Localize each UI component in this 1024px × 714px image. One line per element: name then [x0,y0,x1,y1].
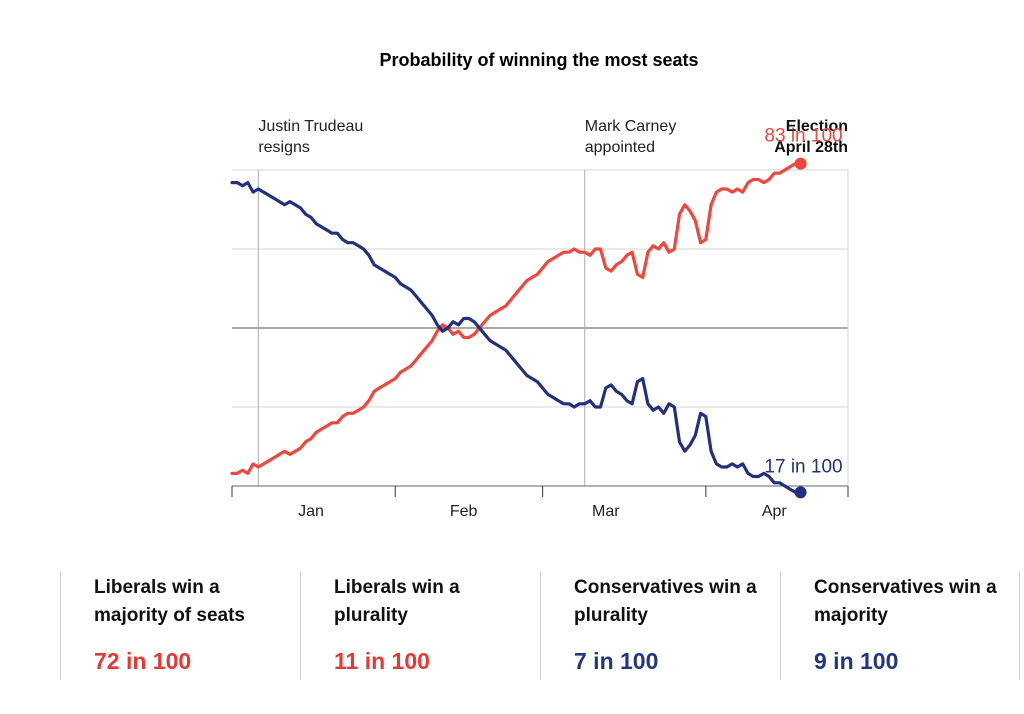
series-end-marker [794,157,807,170]
x-tick-label: Jan [298,503,324,520]
series-end-label: 83 in 100 [764,126,842,147]
event-label: resigns [258,139,310,156]
stat-label: Liberals win a majority of seats [94,577,245,626]
stat-label: Conservatives win a plurality [574,577,757,626]
stat-liberal-majority: Liberals win a majority of seats 72 in 1… [60,572,300,680]
stat-conservative-majority: Conservatives win a majority 9 in 100 [780,572,1020,680]
stats-divider [1019,572,1020,680]
series-line-liberals [230,162,803,475]
outcome-stats: Liberals win a majority of seats 72 in 1… [60,572,1020,680]
event-label: appointed [585,139,655,156]
stat-conservative-plurality: Conservatives win a plurality 7 in 100 [540,572,780,680]
grid [232,169,849,487]
series-end-marker [794,486,807,499]
stat-value: 7 in 100 [574,648,659,674]
probability-chart: Probability of winning the most seats Ju… [230,50,849,520]
stat-value: 72 in 100 [94,648,192,674]
event-label: April 28th [774,139,848,156]
stat-value: 9 in 100 [814,648,899,674]
series-layer: 83 in 100 17 in 100 [230,126,843,499]
stat-value: 11 in 100 [334,648,430,674]
event-label: Justin Trudeau [258,118,363,135]
x-tick-label: Feb [450,503,478,520]
stat-label: Liberals win a plurality [334,577,460,626]
x-tick-label: Mar [592,503,620,520]
series-end-label: 17 in 100 [764,456,842,477]
x-tick-label: Apr [762,503,788,520]
chart-title: Probability of winning the most seats [379,50,698,70]
event-label: Election [786,118,848,135]
event-label: Mark Carney [585,118,677,135]
series-line-conservatives [230,181,803,494]
annotations: Justin Trudeau resigns Mark Carney appointe… [257,118,848,486]
stat-label: Conservatives win a majority [814,577,997,626]
stat-liberal-plurality: Liberals win a plurality 11 in 100 [300,572,540,680]
x-axis: Jan Feb Mar Apr [231,485,849,520]
